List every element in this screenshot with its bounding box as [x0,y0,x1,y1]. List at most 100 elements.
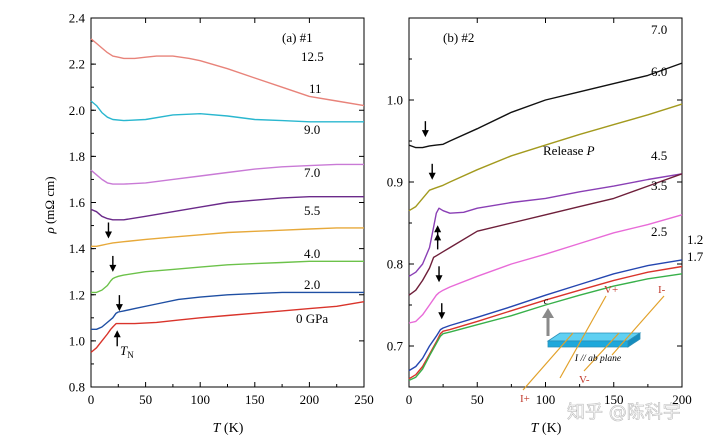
panel-b-xlabel-unit: (K) [538,421,561,436]
y-tick-label: 0.8 [69,380,85,395]
series-label: 0 GPa [296,311,328,326]
y-tick-label: 1.6 [69,195,86,210]
inset-i-minus: I- [658,284,666,296]
y-tick-label: 1.8 [69,149,85,164]
y-tick-label: 2.2 [69,57,85,72]
panel-a-ylabel: ρ (mΩ cm) [42,176,57,234]
tn-sub: N [127,350,134,360]
series-line-12.5 [90,38,365,107]
transition-arrow [435,266,443,283]
transition-arrow [434,233,442,250]
x-tick-label: 0 [88,392,95,407]
panel-b-xlabel-symbol: T [531,421,540,436]
series-label: 6.0 [651,64,667,79]
panel-a-ylabel-unit: (mΩ cm) [42,176,57,227]
panel-a-xlabel-symbol: T [213,421,222,436]
x-tick-label: 200 [300,392,320,407]
series-line-2.0 [91,291,364,330]
series-line-unlabeled [408,265,683,380]
series-label: 7.0 [651,22,667,37]
y-tick-label: 1.4 [69,241,86,256]
x-tick-label: 50 [471,392,484,407]
series-label: 3.5 [651,178,667,193]
panel-b: 0 50 100 150 200 0.7 0.8 0.9 1.0 7.0 6.0 4.5 3.5 2.5… [387,17,704,436]
tn-main: T [120,343,128,358]
transition-arrow [421,121,429,138]
lead-v-plus [559,295,607,379]
y-tick-label: 2.4 [69,11,86,26]
x-tick-label: 100 [190,392,210,407]
transition-arrow [428,163,436,180]
y-tick-label: 0.9 [387,175,403,190]
inset-plane-label: I // ab plane [574,354,621,364]
series-line-4.0 [91,260,364,294]
series-line-7.0 [408,62,683,149]
inset-v-minus: V- [579,374,590,386]
series-line-11 [90,100,364,123]
measurement-inset: c V+ I- I+ V- I // ab plane [520,284,666,405]
c-axis-label: c [544,296,549,307]
transition-arrow [104,222,112,239]
series-label: 4.0 [304,246,320,261]
x-tick-label: 0 [406,392,413,407]
lead-i-minus [611,295,665,356]
y-tick-label: 2.0 [69,103,85,118]
series-label: 1.2 [687,232,703,247]
release-text: Release [543,143,587,158]
transition-arrow [115,295,123,312]
transition-arrow [109,255,117,272]
series-label: 2.0 [304,277,320,292]
series-line-3.5 [408,173,683,296]
panel-a-xlabel-unit: (K) [220,421,243,436]
series-line-2.5 [408,214,683,324]
x-tick-label: 250 [354,392,374,407]
series-line-1.2 [408,259,683,372]
watermark: 知乎 @陈科宇 [567,402,681,423]
y-tick-label: 1.0 [69,333,85,348]
series-line-4.5 [408,173,683,277]
series-label: 4.5 [651,148,667,163]
x-tick-label: 50 [139,392,152,407]
panel-a-xlabel: T (K) [213,421,244,436]
series-label: 9.0 [304,122,320,137]
release-p: P [586,143,595,158]
x-tick-label: 150 [245,392,265,407]
sample-crystal-front [547,340,629,348]
y-tick-label: 1.2 [69,287,85,302]
panel-a-ylabel-symbol: ρ [42,227,57,234]
series-label: 5.5 [304,203,320,218]
inset-v-plus: V+ [604,284,618,296]
y-tick-label: 0.7 [387,339,404,354]
panel-b-label: (b) #2 [443,30,474,45]
panel-b-xlabel: T (K) [531,421,562,436]
series-label: 11 [309,81,322,96]
x-tick-label: 150 [604,392,624,407]
series-line-0-gpa [90,301,365,353]
transition-arrow [438,303,446,320]
lead-v-minus [583,332,620,372]
lead-i-plus [522,332,574,391]
series-line-6.0 [408,103,683,212]
panel-a: 0 50 100 150 200 250 0.8 1.0 1.2 1.4 1.6 1.8 2.0 2.2 2… [42,11,374,437]
series-label: 1.7 [687,249,704,264]
transition-arrow [113,330,121,347]
release-annotation: Release P [543,143,595,158]
x-tick-label: 200 [672,392,692,407]
series-label: 12.5 [301,49,324,64]
sample-crystal-top [546,332,642,342]
panel-a-label: (a) #1 [282,30,313,45]
series-line-9.0 [90,163,364,185]
tn-annotation: TN [120,343,134,360]
series-label: 7.0 [304,165,320,180]
c-axis-arrow-head [542,308,554,318]
series-line-7.0 [90,196,364,221]
series-line-5.5 [91,227,364,247]
inset-i-plus: I+ [520,393,530,405]
sample-crystal-side [627,332,641,348]
series-line-1.7 [408,273,683,382]
y-tick-label: 0.8 [387,257,403,272]
y-tick-label: 1.0 [387,93,403,108]
series-label: 2.5 [651,224,667,239]
x-tick-label: 100 [536,392,556,407]
